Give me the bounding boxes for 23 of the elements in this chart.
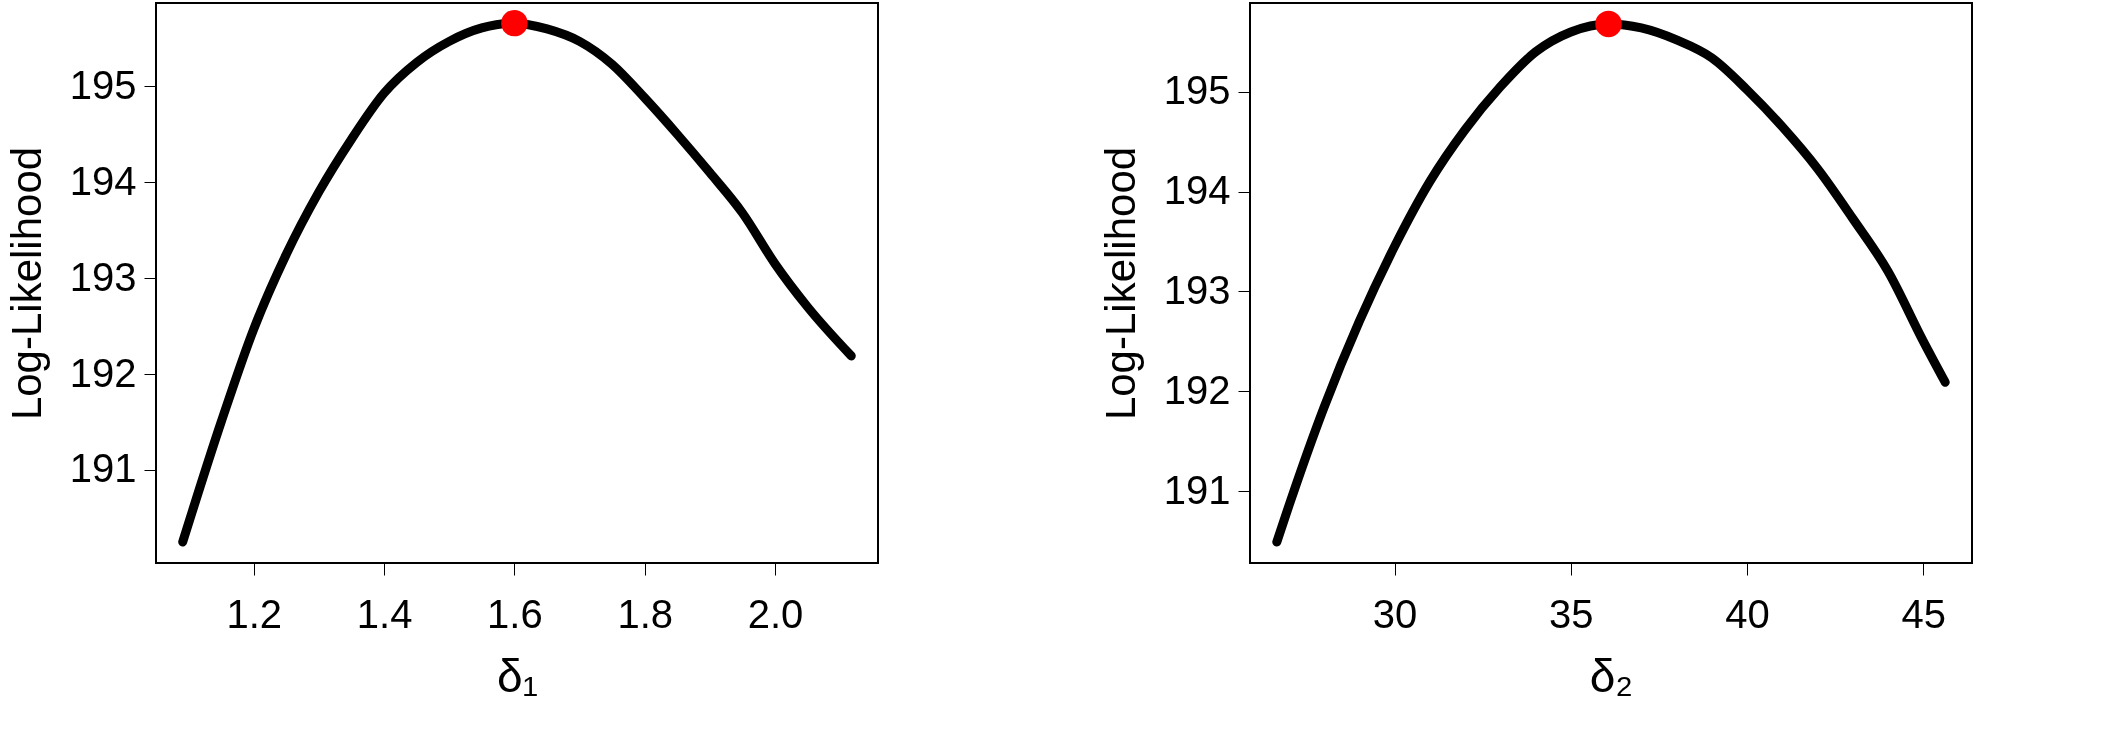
x-tick-label: 1.6 xyxy=(487,591,543,636)
y-tick-label: 192 xyxy=(69,350,137,395)
y-tick-label: 193 xyxy=(69,254,137,299)
y-tick-label: 191 xyxy=(69,446,137,491)
x-tick-label: 30 xyxy=(1372,591,1418,636)
x-tick-label: 1.8 xyxy=(617,591,674,636)
y-tick-label: 194 xyxy=(1163,168,1231,213)
y-axis-title: Log-Likelihood xyxy=(2,146,50,421)
x-tick-label: 2.0 xyxy=(747,591,804,636)
y-axis-title: Log-Likelihood xyxy=(1096,146,1144,421)
y-tick-label: 192 xyxy=(1163,367,1231,412)
x-tick-label: 1.4 xyxy=(356,591,413,636)
y-tick-label: 191 xyxy=(1163,467,1231,512)
y-tick-label: 194 xyxy=(69,158,137,203)
x-tick-label: 35 xyxy=(1549,591,1594,636)
x-tick-label: 45 xyxy=(1901,591,1947,636)
y-tick-label: 195 xyxy=(69,62,137,107)
x-tick-label: 40 xyxy=(1725,591,1770,636)
x-axis-title: δ₂ xyxy=(1589,649,1634,702)
x-tick-label: 1.2 xyxy=(226,591,283,636)
y-tick-label: 193 xyxy=(1163,267,1231,312)
x-axis-title: δ₁ xyxy=(496,649,539,702)
y-tick-label: 195 xyxy=(1163,68,1231,113)
